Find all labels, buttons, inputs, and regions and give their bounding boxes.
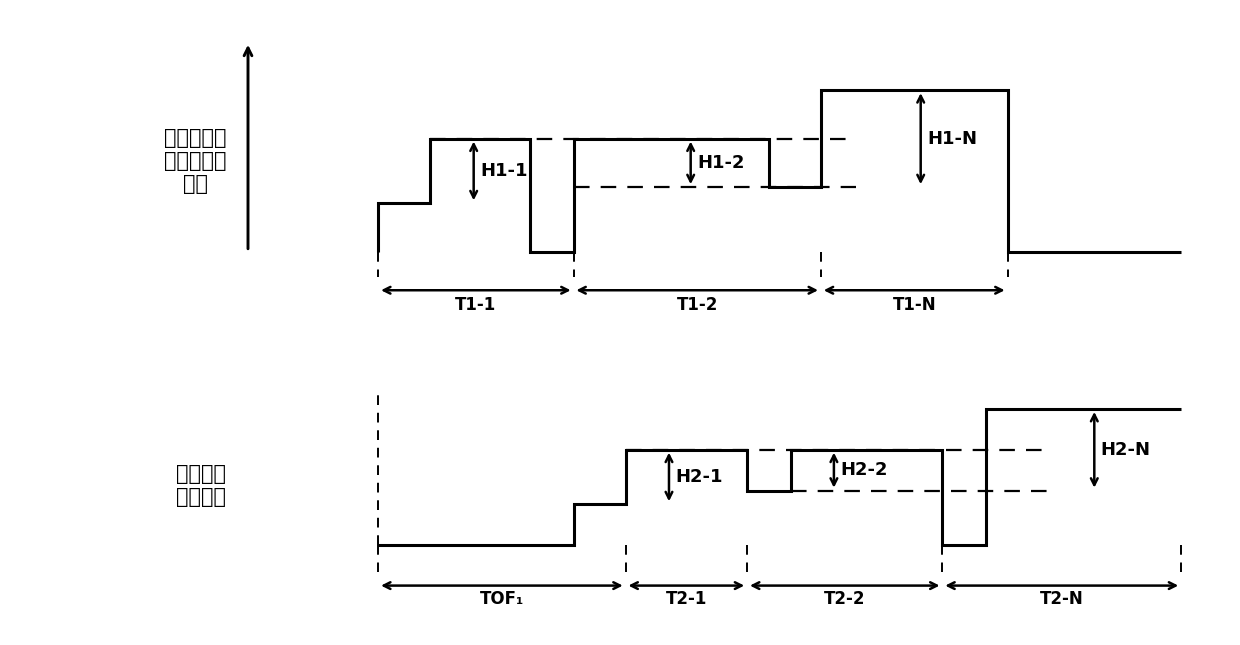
Text: 反射波的
接收信号: 反射波的 接收信号 (176, 464, 226, 507)
Text: H2-1: H2-1 (676, 468, 723, 486)
Text: T2-N: T2-N (1040, 590, 1084, 608)
Text: T2-1: T2-1 (666, 590, 707, 608)
Text: T1-2: T1-2 (677, 296, 718, 314)
Text: H1-1: H1-1 (480, 162, 528, 180)
Text: H2-N: H2-N (1101, 441, 1151, 459)
Text: T2-2: T2-2 (825, 590, 866, 608)
Text: H1-2: H1-2 (697, 154, 745, 172)
Text: 第一脉冲波
组合的发射
信号: 第一脉冲波 组合的发射 信号 (164, 128, 226, 194)
Text: H2-2: H2-2 (841, 461, 888, 479)
Text: H1-N: H1-N (928, 130, 977, 148)
Text: T1-N: T1-N (893, 296, 936, 314)
Text: TOF₁: TOF₁ (480, 590, 525, 608)
Text: T1-1: T1-1 (455, 296, 496, 314)
